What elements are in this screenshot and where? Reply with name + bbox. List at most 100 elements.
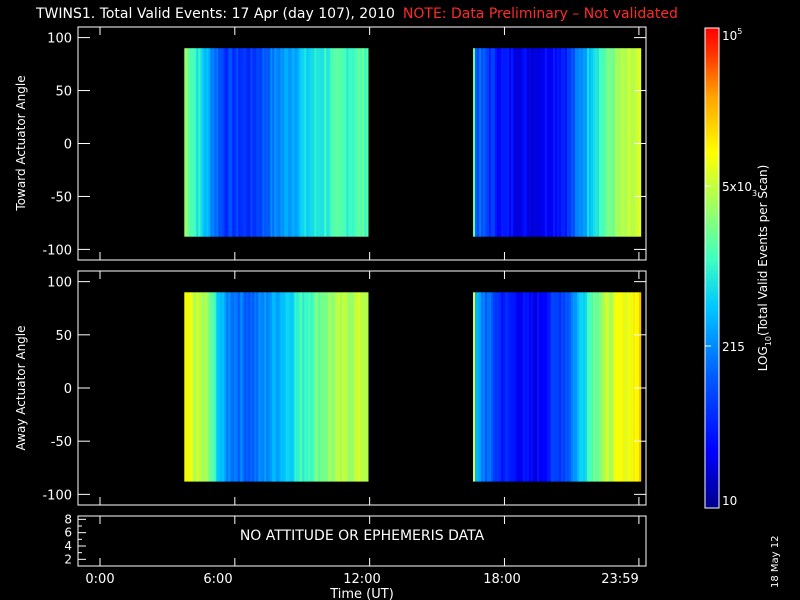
heatmap-column-toward-173: [635, 48, 638, 237]
heatmap-column-away-51: [286, 292, 289, 482]
ylabel-away: Away Actuator Angle: [14, 325, 28, 450]
heatmap-column-toward-166: [621, 48, 624, 237]
ytick-label-toward-0: 0: [64, 138, 72, 153]
heatmap-column-toward-20: [224, 48, 227, 237]
heatmap-column-away-43: [270, 292, 273, 482]
heatmap-column-toward-104: [497, 48, 500, 237]
panel-away: -100 -50 0 50 100 Away Actuator Angle: [14, 270, 647, 506]
heatmap-column-toward-21: [226, 48, 229, 237]
heatmap-column-toward-167: [623, 48, 626, 237]
heatmap-column-toward-121: [531, 48, 534, 237]
heatmap-column-away-116: [521, 292, 524, 482]
heatmap-column-toward-141: [571, 48, 574, 237]
heatmap-column-away-124: [537, 292, 540, 482]
heatmap-column-toward-28: [240, 48, 243, 237]
heatmap-column-away-30: [244, 292, 247, 482]
ytick-label-ephemeris-8: 8: [64, 512, 72, 526]
heatmap-column-toward-165: [619, 48, 622, 237]
heatmap-column-toward-0: [184, 48, 187, 237]
heatmap-column-toward-151: [591, 48, 594, 237]
heatmap-column-away-101: [491, 292, 494, 482]
heatmap-column-toward-142: [573, 48, 576, 237]
heatmap-column-toward-47: [278, 48, 281, 237]
heatmap-column-away-84: [352, 292, 355, 482]
heatmap-column-away-65: [314, 292, 317, 482]
heatmap-column-away-128: [545, 292, 548, 482]
heatmap-column-toward-156: [601, 48, 604, 237]
panel-frame-ephemeris: [77, 515, 647, 567]
heatmap-column-toward-143: [575, 48, 578, 237]
heatmap-column-away-95: [479, 292, 482, 482]
heatmap-column-toward-100: [489, 48, 492, 237]
heatmap-column-away-69: [322, 292, 325, 482]
ytick-label-away-50: 50: [55, 329, 72, 344]
heatmap-column-away-167: [623, 292, 626, 482]
ytick-label-away--50: -50: [51, 435, 72, 450]
heatmap-column-away-10: [204, 292, 207, 482]
heatmap-column-toward-19: [222, 48, 225, 237]
heatmap-column-away-75: [334, 292, 337, 482]
heatmap-column-toward-145: [579, 48, 582, 237]
heatmap-column-toward-136: [561, 48, 564, 237]
heatmap-column-toward-95: [479, 48, 482, 237]
heatmap-column-toward-91: [366, 48, 369, 237]
heatmap-column-toward-34: [252, 48, 255, 237]
heatmap-column-away-23: [230, 292, 233, 482]
heatmap-column-away-155: [599, 292, 602, 482]
heatmap-column-toward-13: [210, 48, 213, 237]
heatmap-column-toward-60: [304, 48, 307, 237]
heatmap-column-away-108: [505, 292, 508, 482]
heatmap-column-away-147: [583, 292, 586, 482]
heatmap-column-away-15: [214, 292, 217, 482]
heatmap-column-away-20: [224, 292, 227, 482]
heatmap-column-away-46: [276, 292, 279, 482]
heatmap-column-toward-77: [338, 48, 341, 237]
heatmap-column-toward-83: [350, 48, 353, 237]
heatmap-column-away-85: [354, 292, 357, 482]
heatmap-column-away-28: [240, 292, 243, 482]
heatmap-column-toward-6: [196, 48, 199, 237]
ylabel-toward: Toward Actuator Angle: [14, 75, 28, 211]
heatmap-column-toward-75: [334, 48, 337, 237]
heatmap-column-away-156: [601, 292, 604, 482]
heatmap-column-toward-23: [230, 48, 233, 237]
heatmap-column-away-107: [503, 292, 506, 482]
heatmap-column-toward-123: [535, 48, 538, 237]
colorbar-ticks: [705, 185, 711, 347]
heatmap-column-away-66: [316, 292, 319, 482]
heatmap-column-away-98: [485, 292, 488, 482]
heatmap-column-away-60: [304, 292, 307, 482]
ytick-label-toward-100: 100: [47, 32, 72, 47]
heatmap-column-away-52: [288, 292, 291, 482]
heatmap-column-toward-35: [254, 48, 257, 237]
heatmap-column-toward-64: [312, 48, 315, 237]
heatmap-column-toward-17: [218, 48, 221, 237]
heatmap-column-away-18: [220, 292, 223, 482]
heatmap-column-away-87: [358, 292, 361, 482]
heatmap-column-away-78: [340, 292, 343, 482]
heatmap-column-toward-24: [232, 48, 235, 237]
heatmap-column-away-39: [262, 292, 265, 482]
heatmap-column-away-165: [619, 292, 622, 482]
heatmap-column-toward-86: [356, 48, 359, 237]
heatmap-column-away-14: [212, 292, 215, 482]
heatmap-column-away-160: [609, 292, 612, 482]
heatmap-column-toward-88: [360, 48, 363, 237]
heatmap-column-toward-128: [545, 48, 548, 237]
heatmap-column-away-140: [569, 292, 572, 482]
heatmap-column-away-127: [543, 292, 546, 482]
no-data-message: NO ATTITUDE OR EPHEMERIS DATA: [240, 528, 485, 544]
heatmap-column-away-81: [346, 292, 349, 482]
heatmap-column-toward-7: [198, 48, 201, 237]
ytick-label-ephemeris-4: 4: [64, 539, 72, 553]
heatmap-column-away-12: [208, 292, 211, 482]
heatmap-column-toward-10: [204, 48, 207, 237]
heatmap-column-toward-112: [513, 48, 516, 237]
heatmap-column-toward-40: [264, 48, 267, 237]
heatmap-column-toward-68: [320, 48, 323, 237]
heatmap-column-toward-108: [505, 48, 508, 237]
heatmap-column-toward-103: [495, 48, 498, 237]
heatmap-column-away-31: [246, 292, 249, 482]
heatmap-column-toward-61: [306, 48, 309, 237]
